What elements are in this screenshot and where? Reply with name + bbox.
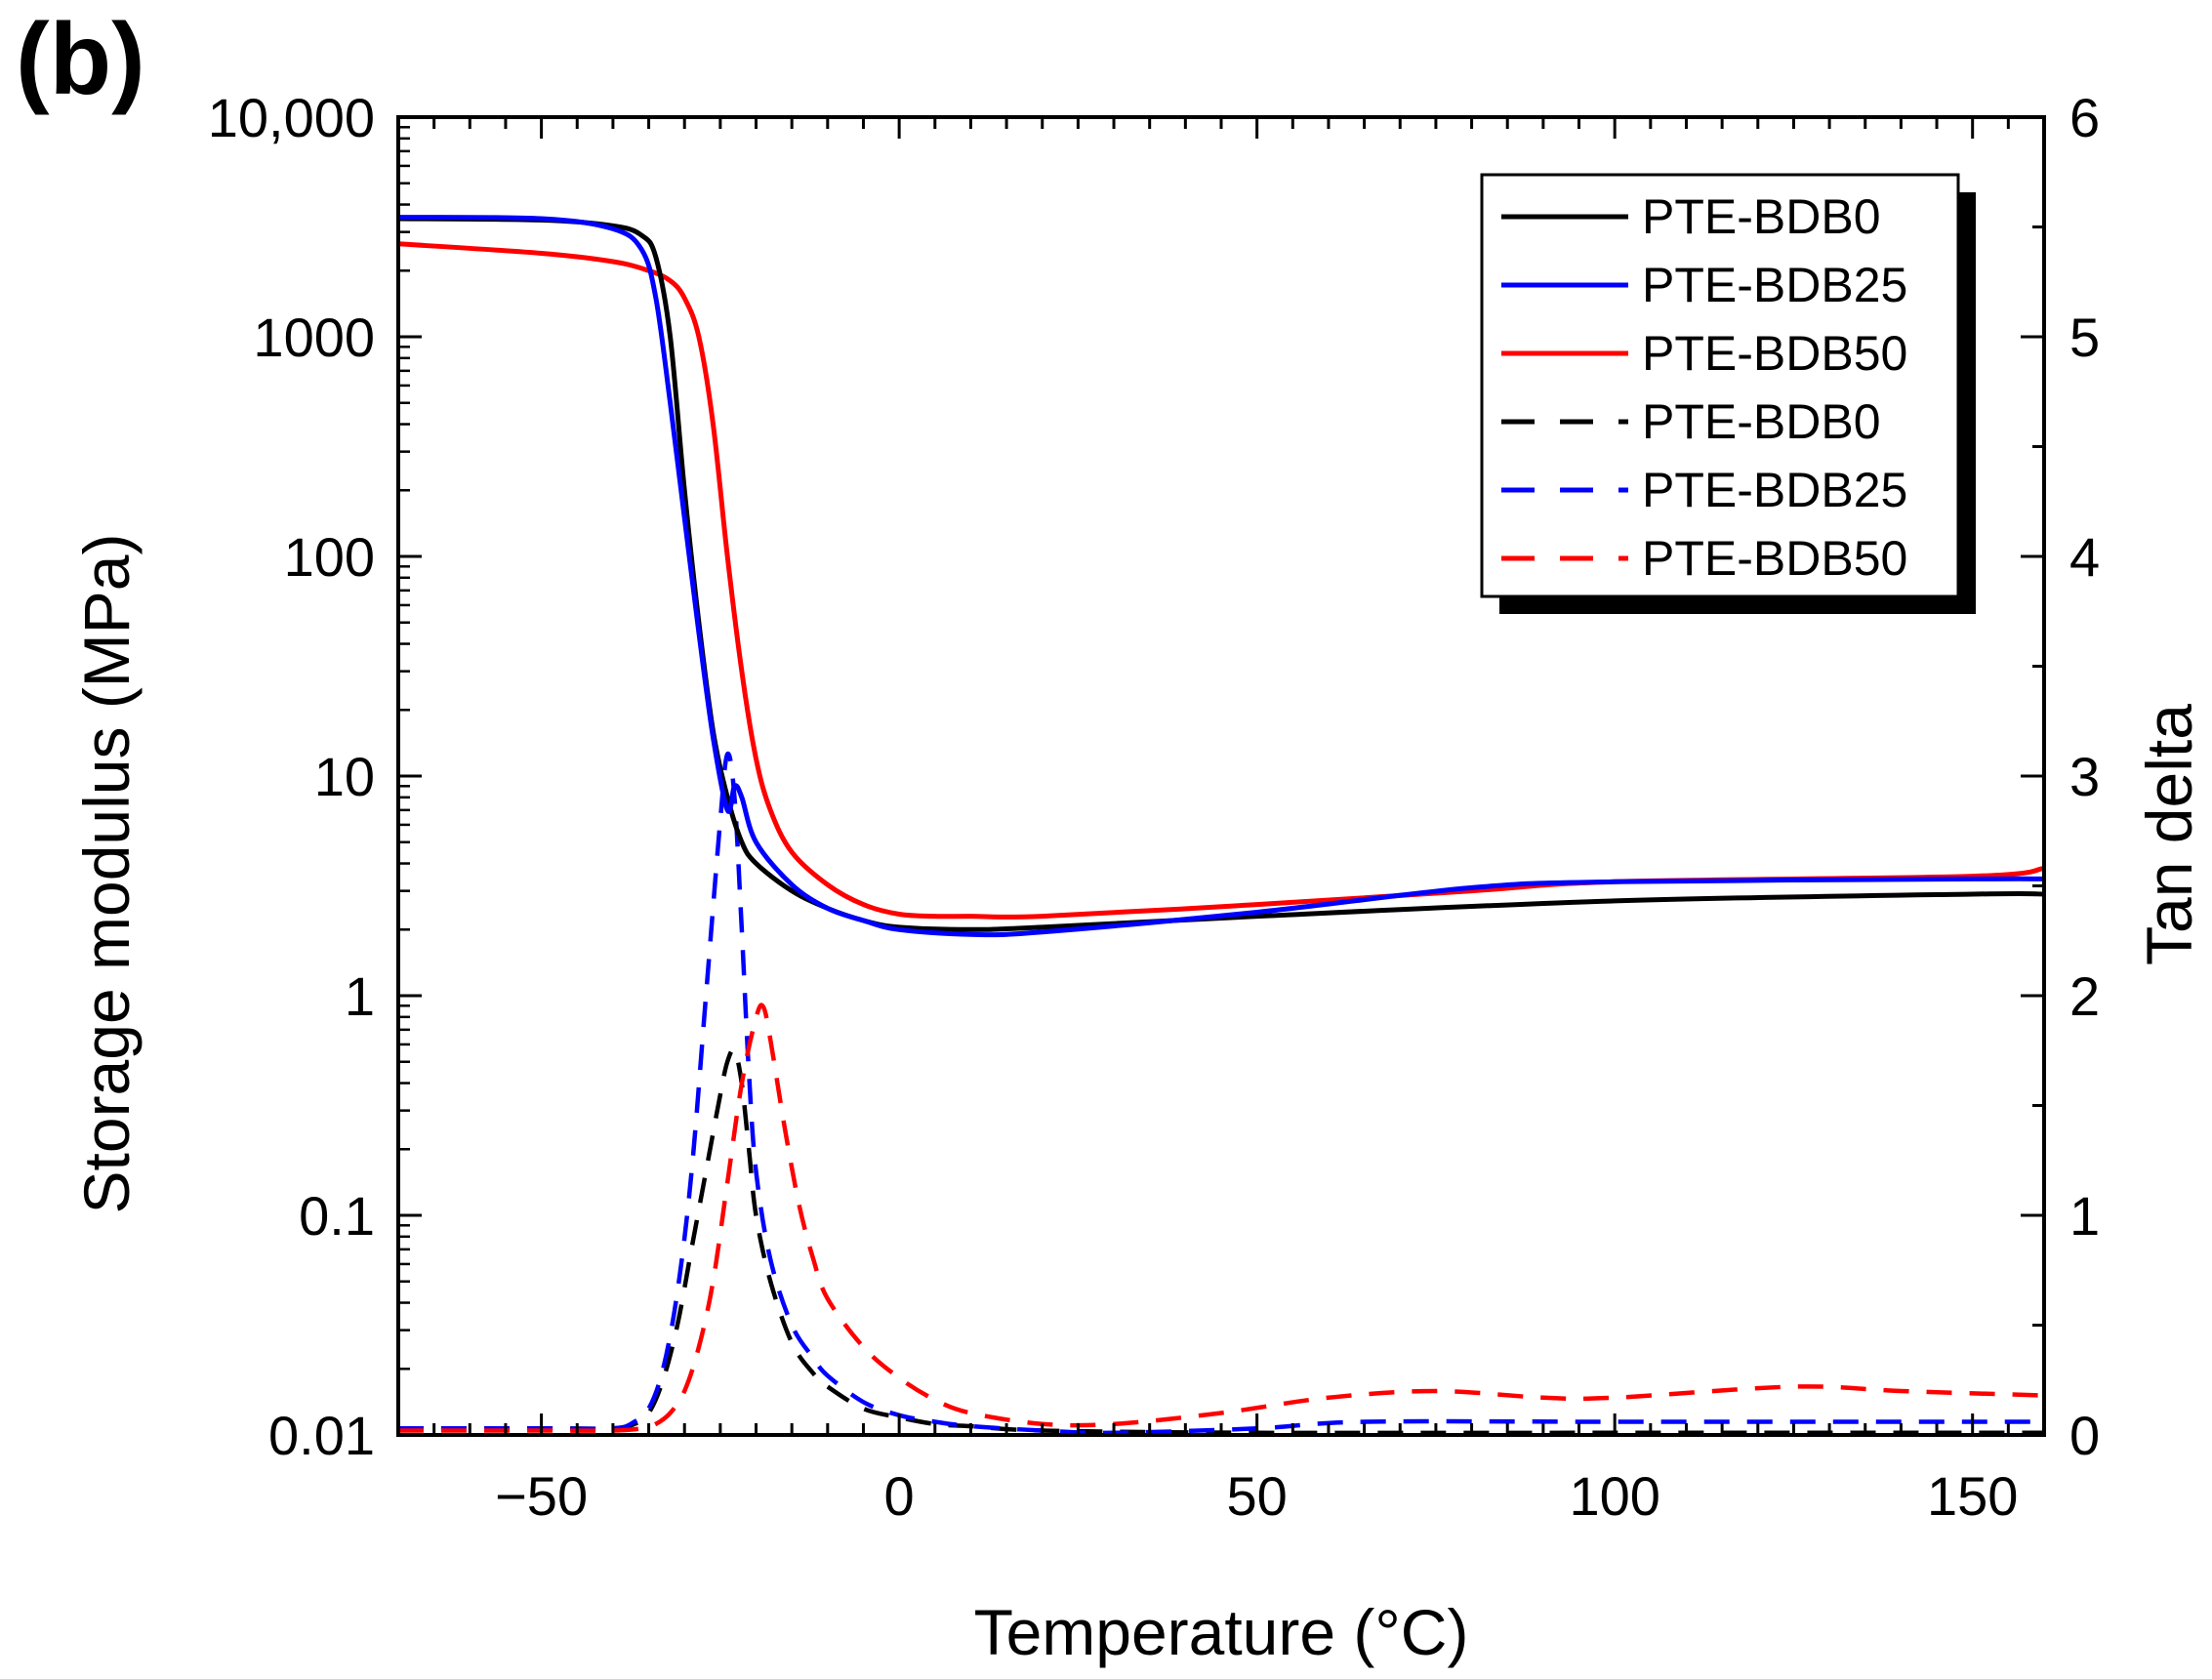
legend-label: PTE-BDB50 [1642,531,1907,586]
y-tick-label: 1000 [253,307,375,368]
legend-label: PTE-BDB50 [1642,326,1907,381]
legend: PTE-BDB0 PTE-BDB25 PTE-BDB50 PTE-BDB0 PTE-BD… [1480,173,1976,614]
series-layer [397,215,2045,1436]
series-line-pte-bdb0-storage-modulus [397,216,2045,932]
y-tick-label: 0.1 [299,1185,375,1247]
x-tick-label: −50 [495,1465,588,1527]
y2-tick-label: 6 [2069,87,2100,148]
y-tick-label: 0.01 [268,1405,375,1466]
y-axis-title: Storage modulus (MPa) [70,534,143,1214]
y-tick-label: 100 [284,526,375,588]
series-line-pte-bdb0-tan-delta [398,1047,2044,1436]
y2-tick-label: 2 [2069,965,2100,1027]
x-axis-title: Temperature (°C) [974,1596,1469,1668]
legend-label: PTE-BDB0 [1642,394,1881,449]
x-tick-label: 150 [1927,1465,2018,1527]
legend-box [1480,173,1960,598]
y2-tick-label: 0 [2069,1405,2100,1466]
y-tick-label: 10 [314,746,375,807]
panel-label: (b) [16,3,145,116]
series-line-pte-bdb50-storage-modulus [397,241,2045,920]
y2-tick-label: 1 [2069,1185,2100,1247]
y-tick-label: 1 [345,965,375,1027]
legend-label: PTE-BDB25 [1642,258,1907,312]
ticks-layer: −50 0 50 100 150 0.01 0.1 1 10 100 1000 10,000 0 1 2 3 4… [208,87,2100,1527]
legend-entries: PTE-BDB0 PTE-BDB25 PTE-BDB50 PTE-BDB0 PTE-BD… [1501,189,1907,586]
legend-label: PTE-BDB25 [1642,463,1907,517]
y2-tick-label: 3 [2069,746,2100,807]
y-tick-label: 10,000 [208,87,375,148]
x-tick-label: 0 [884,1465,915,1527]
series-line-pte-bdb25-tan-delta [398,751,2044,1436]
series-line-pte-bdb25-storage-modulus [397,215,2045,938]
x-tick-label: 50 [1227,1465,1288,1527]
y2-tick-label: 5 [2069,307,2100,368]
series-line-pte-bdb50-tan-delta [398,1003,2045,1433]
legend-label: PTE-BDB0 [1642,189,1881,244]
y2-tick-label: 4 [2069,526,2100,588]
x-tick-label: 100 [1569,1465,1659,1527]
y2-axis-title: Tan delta [2133,704,2205,965]
